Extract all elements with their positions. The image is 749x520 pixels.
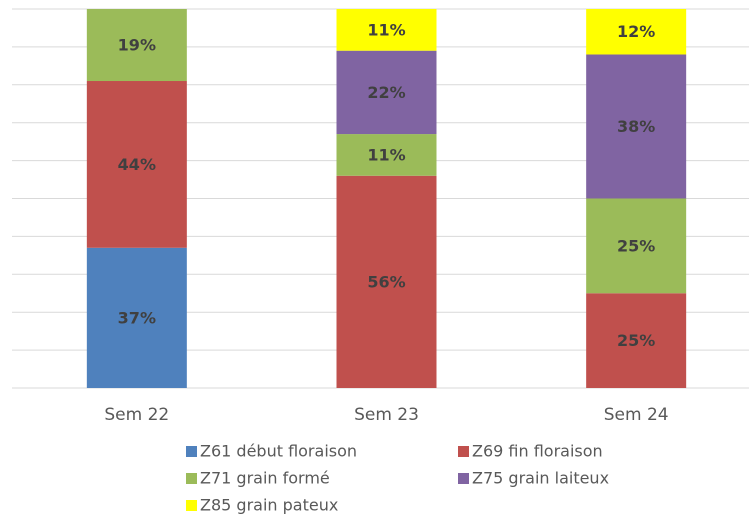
bar-segment <box>586 198 687 294</box>
bar-segment <box>586 293 687 388</box>
legend-swatch <box>458 473 469 484</box>
bar-segment <box>336 50 437 135</box>
value-label: 19% <box>118 36 156 55</box>
legend-swatch <box>458 446 469 457</box>
bar-segment <box>86 9 187 82</box>
legend-label: Z61 début floraison <box>200 442 357 461</box>
bar-segment <box>336 134 437 176</box>
value-label: 38% <box>617 117 655 136</box>
value-label: 11% <box>367 145 405 164</box>
bar-segment <box>586 9 687 55</box>
value-label: 11% <box>367 20 405 39</box>
bar-segment <box>336 9 437 51</box>
bar-segment <box>586 54 687 199</box>
legend-label: Z85 grain pateux <box>200 496 338 515</box>
legend-label: Z69 fin floraison <box>472 442 603 461</box>
legend-swatch <box>186 473 197 484</box>
value-label: 44% <box>118 155 156 174</box>
legend-swatch <box>186 446 197 457</box>
value-label: 12% <box>617 22 655 41</box>
x-tick-label: Sem 23 <box>354 405 419 425</box>
value-label: 25% <box>617 331 655 350</box>
value-label: 25% <box>617 236 655 255</box>
legend-label: Z71 grain formé <box>200 469 330 488</box>
legend-label: Z75 grain laiteux <box>472 469 609 488</box>
bar-segment <box>86 247 187 388</box>
value-label: 37% <box>118 308 156 327</box>
x-tick-label: Sem 24 <box>604 405 669 425</box>
x-tick-label: Sem 22 <box>104 405 169 425</box>
bar-segment <box>86 81 187 248</box>
value-label: 56% <box>367 272 405 291</box>
bar-segment <box>336 175 437 388</box>
value-label: 22% <box>367 83 405 102</box>
legend-swatch <box>186 500 197 511</box>
